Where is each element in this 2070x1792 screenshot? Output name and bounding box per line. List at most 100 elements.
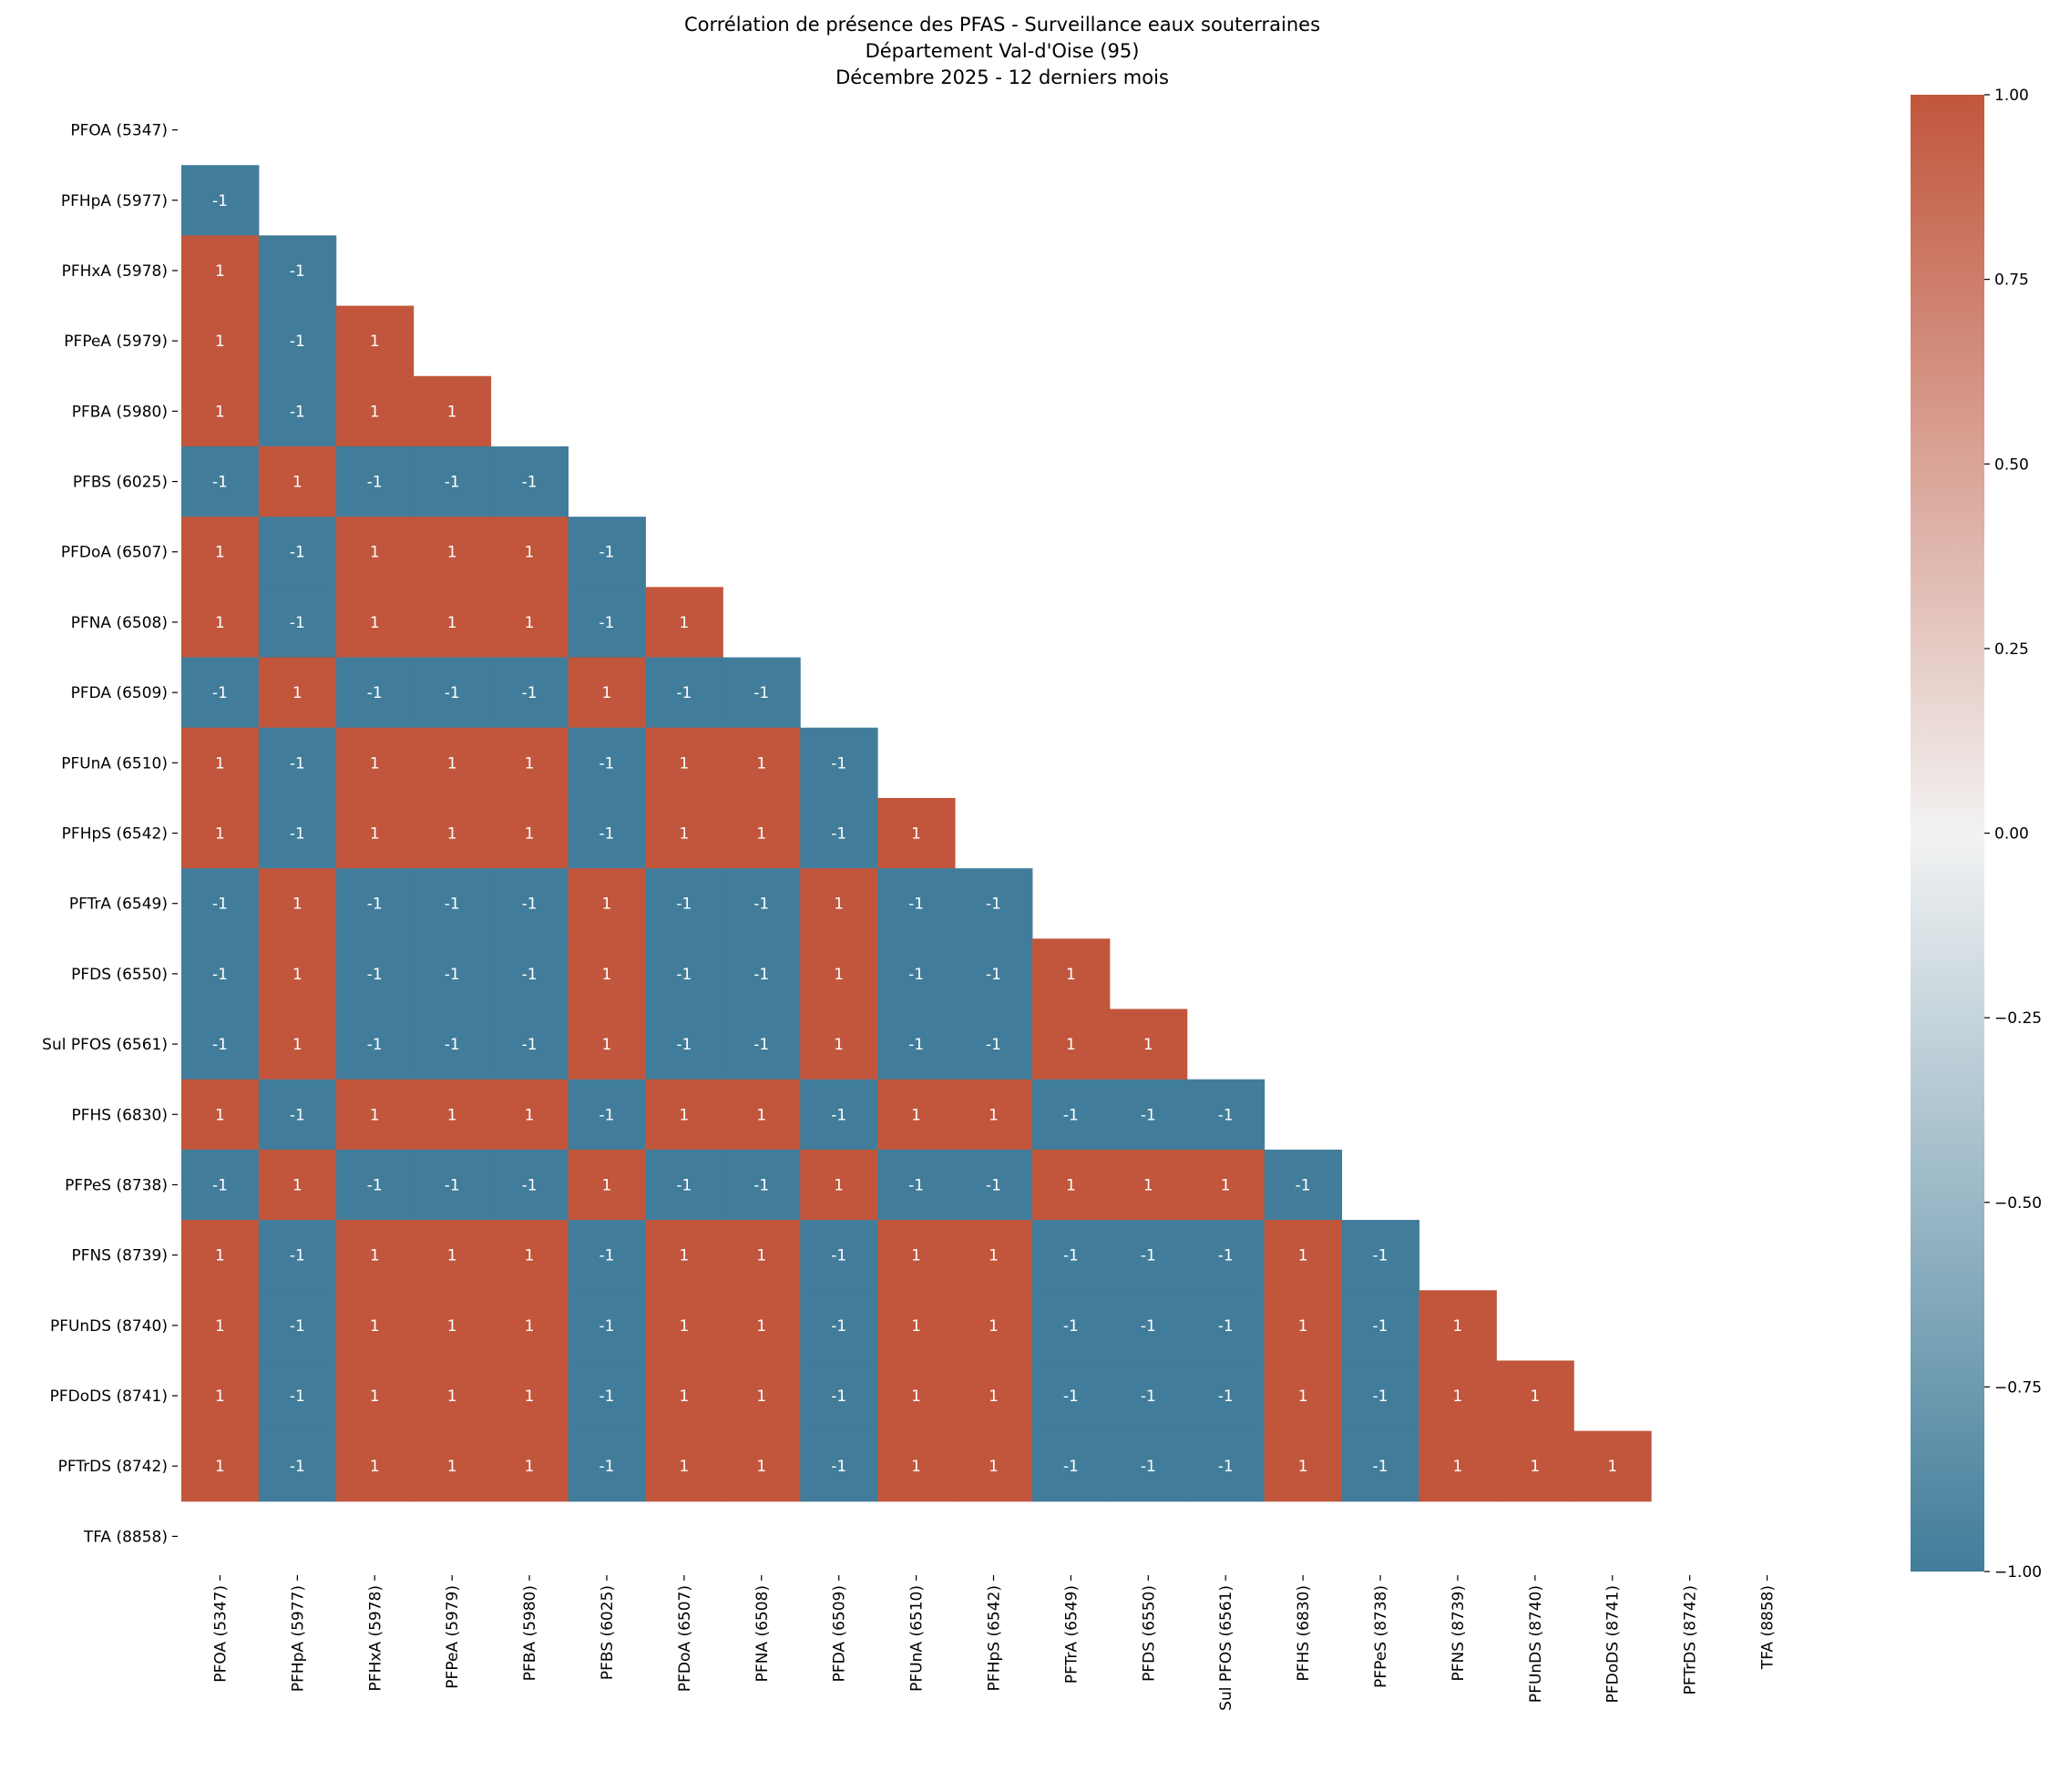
cell-annotation: -1 [212, 474, 228, 492]
heatmap-cell [1341, 1220, 1419, 1291]
heatmap-cell [258, 938, 337, 1009]
cell-annotation: 1 [1298, 1388, 1308, 1406]
heatmap-cell [413, 1220, 492, 1291]
heatmap-cell [955, 1220, 1033, 1291]
heatmap-cell [1264, 1290, 1343, 1361]
cell-annotation: -1 [290, 1458, 305, 1476]
cell-annotation: 1 [602, 896, 612, 914]
cell-annotation: 1 [602, 966, 612, 984]
cell-annotation: 1 [447, 1458, 457, 1476]
cell-annotation: -1 [290, 1106, 305, 1124]
heatmap-cell [181, 1220, 260, 1291]
heatmap-cell [568, 868, 646, 939]
heatmap-cell [181, 1149, 260, 1221]
chart-title-line-1: Corrélation de présence des PFAS - Surve… [683, 14, 1321, 36]
heatmap-cell [1341, 1430, 1419, 1502]
cell-annotation: -1 [367, 474, 383, 492]
cell-annotation: 1 [525, 614, 535, 632]
heatmap-cell [877, 1009, 956, 1080]
y-tick-label: PFDS (6550) [71, 966, 168, 984]
heatmap-cell [568, 587, 646, 659]
cell-annotation: -1 [290, 262, 305, 281]
y-tick-label: PFDoA (6507) [61, 544, 168, 562]
heatmap-cell [413, 375, 492, 447]
heatmap-cell [568, 938, 646, 1009]
heatmap-cell [181, 1290, 260, 1361]
heatmap-cell [722, 657, 801, 729]
heatmap-cell [800, 727, 878, 799]
heatmap-cell [181, 938, 260, 1009]
cell-annotation: 1 [1221, 1176, 1231, 1194]
heatmap-cell [955, 1079, 1033, 1151]
cell-annotation: -1 [445, 1176, 460, 1194]
heatmap-cell [1264, 1149, 1343, 1221]
cell-annotation: 1 [602, 1036, 612, 1054]
heatmap-cell [413, 868, 492, 939]
heatmap-cell [955, 1430, 1033, 1502]
cell-annotation: 1 [911, 1247, 921, 1265]
heatmap-cell [955, 868, 1033, 939]
cell-annotation: -1 [1063, 1458, 1079, 1476]
cell-annotation: 1 [292, 896, 302, 914]
colorbar-tick-label: −0.75 [1994, 1378, 2042, 1397]
heatmap-cell [722, 1360, 801, 1432]
heatmap-cell [413, 1149, 492, 1221]
cell-annotation: 1 [215, 403, 225, 421]
cell-annotation: -1 [445, 1036, 460, 1054]
cell-annotation: -1 [1373, 1247, 1389, 1265]
heatmap-cell [568, 657, 646, 729]
cell-annotation: 1 [1143, 1176, 1153, 1194]
heatmap-cell [568, 797, 646, 869]
cell-annotation: -1 [1373, 1458, 1389, 1476]
cell-annotation: -1 [676, 684, 692, 702]
heatmap-cell [1186, 1430, 1266, 1502]
heatmap-cell [722, 797, 801, 869]
cell-annotation: -1 [212, 1036, 228, 1054]
cell-annotation: 1 [370, 544, 380, 562]
cell-annotation: 1 [370, 1247, 380, 1265]
heatmap-cell [645, 1360, 723, 1432]
heatmap-cell [1186, 1360, 1266, 1432]
cell-annotation: -1 [367, 966, 383, 984]
cell-annotation: 1 [215, 754, 225, 773]
heatmap-cell [181, 727, 260, 799]
heatmap-cell [258, 797, 337, 869]
heatmap-cell [1186, 1290, 1266, 1361]
heatmap-cell [645, 1079, 723, 1151]
cell-annotation: -1 [367, 896, 383, 914]
heatmap-cell [1109, 1079, 1188, 1151]
heatmap-cell [490, 1220, 569, 1291]
heatmap-cell [413, 1079, 492, 1151]
heatmap-cell [258, 1079, 337, 1151]
heatmap-cell [645, 1009, 723, 1080]
cell-annotation: -1 [1063, 1106, 1079, 1124]
cell-annotation: 1 [215, 825, 225, 844]
heatmap-cell [258, 727, 337, 799]
heatmap-cell [181, 1009, 260, 1080]
cell-annotation: 1 [989, 1317, 999, 1336]
heatmap-cell [413, 1360, 492, 1432]
cell-annotation: -1 [986, 1036, 1001, 1054]
cell-annotation: 1 [834, 896, 844, 914]
x-tick-label: PFPeS (8738) [1372, 1585, 1390, 1688]
cell-annotation: -1 [676, 1176, 692, 1194]
cell-annotation: 1 [834, 1176, 844, 1194]
heatmap-cell [181, 1360, 260, 1432]
y-tick-label: PFPeS (8738) [65, 1176, 168, 1194]
cell-annotation: 1 [756, 1458, 766, 1476]
cell-annotation: -1 [676, 1036, 692, 1054]
cell-annotation: -1 [290, 614, 305, 632]
cell-annotation: -1 [753, 896, 769, 914]
heatmap-cell [181, 517, 260, 588]
cell-annotation: 1 [370, 614, 380, 632]
heatmap-cell [800, 868, 878, 939]
cell-annotation: 1 [1298, 1247, 1308, 1265]
cell-annotation: 1 [834, 966, 844, 984]
cell-annotation: -1 [212, 966, 228, 984]
cell-annotation: 1 [447, 1388, 457, 1406]
cell-annotation: -1 [599, 1247, 614, 1265]
cell-annotation: 1 [215, 614, 225, 632]
cell-annotation: 1 [756, 825, 766, 844]
heatmap-cell [877, 868, 956, 939]
heatmap-cell [722, 868, 801, 939]
